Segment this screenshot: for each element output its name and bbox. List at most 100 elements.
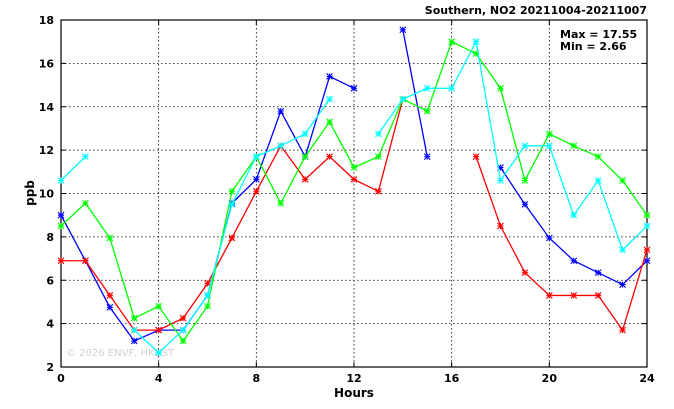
y-tick-label: 14 <box>39 101 55 114</box>
data-point <box>179 314 187 322</box>
data-point <box>179 337 187 345</box>
data-point <box>521 142 529 150</box>
series-line <box>377 39 648 252</box>
data-point <box>155 302 163 310</box>
series-4 <box>57 38 651 357</box>
grid <box>61 20 647 367</box>
y-tick-label: 16 <box>39 57 55 70</box>
data-point <box>130 314 138 322</box>
max-label: Max = 17.55 <box>560 28 637 41</box>
data-point <box>521 200 529 208</box>
data-point <box>277 199 285 207</box>
data-point <box>375 153 382 161</box>
data-point <box>497 177 504 184</box>
data-point <box>472 153 480 161</box>
data-point <box>277 142 285 150</box>
series-2 <box>57 95 651 334</box>
data-point <box>82 153 89 161</box>
data-point <box>301 153 309 161</box>
data-point <box>106 292 114 299</box>
data-point <box>643 211 651 219</box>
series-group <box>57 26 651 357</box>
data-point <box>594 153 602 161</box>
x-tick-label: 0 <box>57 372 65 385</box>
data-point <box>326 153 333 161</box>
data-point <box>252 153 260 161</box>
y-tick-label: 18 <box>39 14 54 27</box>
data-point <box>57 211 65 219</box>
data-point <box>619 326 626 334</box>
data-point <box>570 142 578 150</box>
x-tick-label: 16 <box>444 372 460 385</box>
series-line <box>60 75 355 342</box>
data-point <box>521 177 529 184</box>
data-point <box>570 292 578 299</box>
data-point <box>643 222 651 230</box>
data-point <box>594 292 602 299</box>
data-point <box>179 326 187 334</box>
series-line <box>475 156 648 332</box>
data-point <box>301 130 309 138</box>
data-point <box>375 130 382 138</box>
data-point <box>594 269 602 277</box>
data-point <box>521 269 529 277</box>
data-point <box>252 187 260 195</box>
data-point <box>252 176 260 183</box>
y-tick-label: 6 <box>46 274 54 287</box>
data-point <box>204 302 211 310</box>
series-line <box>133 98 331 354</box>
data-point <box>423 107 431 115</box>
data-point <box>301 176 309 183</box>
data-point <box>228 200 236 208</box>
data-point <box>277 107 285 115</box>
data-point <box>423 84 431 92</box>
data-point <box>448 84 456 92</box>
data-point <box>130 326 138 334</box>
data-point <box>643 257 651 265</box>
data-point <box>570 257 578 265</box>
data-point <box>228 187 236 195</box>
series-line <box>60 156 86 181</box>
y-tick-label: 8 <box>46 231 54 244</box>
watermark: © 2026 ENVF, HKUST <box>66 348 175 359</box>
data-point <box>619 281 626 288</box>
data-point <box>350 164 358 171</box>
x-tick-label: 8 <box>253 372 261 385</box>
data-point <box>130 337 138 345</box>
data-point <box>375 187 382 195</box>
data-point <box>106 234 114 242</box>
y-tick-label: 4 <box>46 318 54 331</box>
data-point <box>82 257 89 265</box>
data-point <box>545 234 553 242</box>
data-point <box>57 222 65 230</box>
data-point <box>57 177 65 184</box>
x-tick-label: 20 <box>542 372 558 385</box>
data-point <box>619 246 626 254</box>
min-label: Min = 2.66 <box>560 40 627 53</box>
data-point <box>326 95 333 103</box>
data-point <box>399 26 407 34</box>
data-point <box>545 130 553 138</box>
data-point <box>472 38 480 46</box>
data-point <box>155 349 163 357</box>
data-point <box>570 211 578 219</box>
y-tick-label: 2 <box>46 361 54 374</box>
x-tick-label: 12 <box>346 372 361 385</box>
x-axis-label: Hours <box>334 386 374 400</box>
data-point <box>82 199 89 207</box>
data-point <box>643 246 651 254</box>
data-point <box>326 72 333 80</box>
data-point <box>57 257 65 265</box>
y-tick-label: 10 <box>39 188 55 201</box>
x-tick-label: 4 <box>155 372 163 385</box>
data-point <box>545 292 553 299</box>
series-3 <box>57 38 651 345</box>
data-point <box>594 177 602 184</box>
data-point <box>448 38 456 46</box>
chart-title: Southern, NO2 20211004-20211007 <box>425 4 647 17</box>
data-point <box>204 292 211 299</box>
data-point <box>423 153 431 161</box>
data-point <box>106 303 114 311</box>
data-point <box>497 84 504 92</box>
